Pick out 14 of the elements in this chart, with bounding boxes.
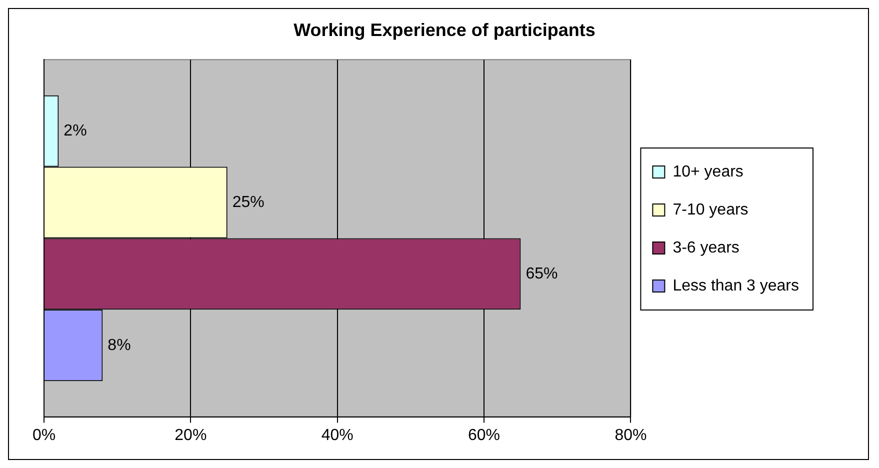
legend-label: Less than 3 years: [672, 277, 799, 294]
data-label: 65%: [526, 265, 558, 282]
x-tick-label: 40%: [321, 426, 354, 444]
data-label: 25%: [232, 194, 264, 211]
legend-label: 10+ years: [672, 163, 744, 180]
x-tick-label: 80%: [614, 426, 647, 444]
x-tick-label: 0%: [32, 426, 56, 444]
legend-label: 3-6 years: [672, 239, 740, 256]
legend-label: 7-10 years: [672, 201, 748, 218]
x-tick-label: 60%: [468, 426, 500, 444]
x-tick-label: 20%: [174, 426, 207, 444]
data-label: 2%: [64, 122, 87, 140]
chart-title: Working Experience of participants: [294, 20, 596, 40]
data-label: 8%: [108, 336, 131, 354]
